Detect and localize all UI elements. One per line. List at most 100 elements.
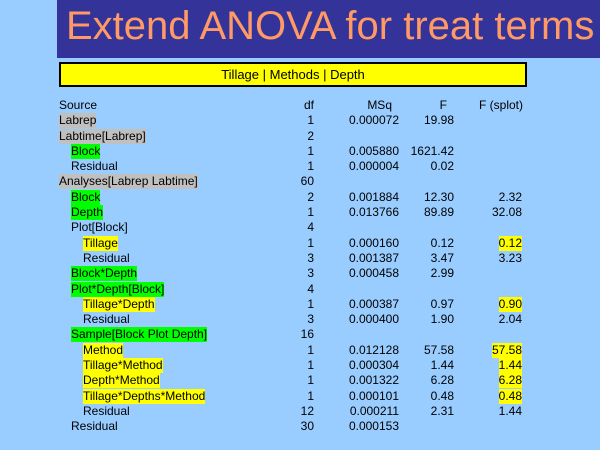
row-f: 2.31 [430, 403, 454, 418]
row-f-splot: 6.28 [498, 373, 522, 389]
header-f-splot: F (splot) [478, 98, 523, 112]
row-msq: 0.000072 [348, 113, 399, 128]
row-f: 0.12 [430, 235, 454, 250]
row-msq: 0.012128 [348, 342, 399, 357]
anova-rows: Labrep 1 0.000072 19.98 Labtime[Labrep] 2 Bloc… [59, 113, 539, 434]
row-source: Labrep [59, 113, 97, 129]
row-f: 1.44 [430, 358, 454, 373]
row-f: 1.90 [430, 312, 454, 327]
row-f: 3.47 [430, 250, 454, 265]
row-source: Tillage*Method [83, 358, 163, 374]
row-source: Residual [83, 250, 130, 265]
row-source: Block [71, 143, 101, 159]
row-source: Block*Depth [71, 266, 138, 282]
anova-row: Labtime[Labrep] 2 [59, 128, 539, 144]
row-msq: 0.000153 [348, 419, 399, 434]
header-source: Source [59, 98, 98, 112]
row-source: Tillage*Depths*Method [83, 388, 206, 404]
row-f-splot: 2.32 [498, 189, 522, 204]
anova-row: Residual 12 0.000211 2.31 1.44 [59, 404, 539, 419]
row-source: Residual [83, 312, 130, 327]
anova-row: Sample[Block Plot Depth] 16 [59, 327, 539, 343]
row-f: 2.99 [430, 266, 454, 281]
anova-row: Residual 3 0.001387 3.47 3.23 [59, 251, 539, 266]
row-df: 3 [307, 250, 314, 265]
row-source: Analyses[Labrep Labtime] [59, 174, 198, 190]
row-df: 4 [307, 220, 314, 235]
row-msq: 0.001322 [348, 373, 399, 388]
anova-row: Labrep 1 0.000072 19.98 [59, 113, 539, 129]
row-df: 1 [307, 113, 314, 128]
row-source: Residual [71, 419, 118, 434]
row-source: Plot*Depth[Block] [71, 281, 165, 297]
row-f: 0.48 [430, 388, 454, 403]
row-df: 1 [307, 159, 314, 174]
row-f: 12.30 [423, 189, 454, 204]
row-msq: 0.000304 [348, 358, 399, 373]
anova-row: Residual 3 0.000400 1.90 2.04 [59, 312, 539, 327]
row-msq: 0.001884 [348, 189, 399, 204]
anova-row: Plot[Block] 4 [59, 220, 539, 235]
header-msq: MSq [367, 98, 392, 112]
anova-row: Residual 30 0.000153 [59, 419, 539, 434]
row-source: Residual [83, 403, 130, 418]
row-df: 1 [307, 358, 314, 373]
row-f: 6.28 [430, 373, 454, 388]
anova-row: Block*Depth 3 0.000458 2.99 [59, 266, 539, 282]
row-f-splot: 3.23 [498, 250, 522, 265]
row-source: Residual [71, 159, 118, 174]
row-f: 57.58 [423, 342, 454, 357]
row-msq: 0.000387 [348, 296, 399, 311]
row-df: 1 [307, 235, 314, 250]
row-source: Depth [71, 205, 104, 221]
row-df: 60 [300, 174, 314, 189]
row-msq: 0.000211 [349, 403, 399, 418]
row-df: 1 [307, 388, 314, 403]
row-df: 1 [307, 342, 314, 357]
model-formula-box: Tillage | Methods | Depth [59, 62, 527, 87]
row-df: 3 [307, 266, 314, 281]
slide-title: Extend ANOVA for treat terms [66, 4, 595, 48]
row-df: 1 [307, 143, 314, 158]
row-source: Block [71, 189, 101, 205]
row-f-splot: 32.08 [491, 205, 522, 220]
row-msq: 0.001387 [348, 250, 399, 265]
row-f-splot: 1.44 [498, 358, 522, 374]
row-msq: 0.000160 [348, 235, 399, 250]
row-f-splot: 0.12 [498, 235, 522, 251]
row-f: 89.89 [423, 205, 454, 220]
row-df: 1 [307, 373, 314, 388]
anova-row: Tillage*Method 1 0.000304 1.44 1.44 [59, 358, 539, 374]
row-f-splot: 0.90 [498, 296, 522, 312]
row-source: Tillage [83, 235, 118, 251]
anova-row: Plot*Depth[Block] 4 [59, 281, 539, 297]
row-df: 4 [307, 281, 314, 296]
anova-row: Tillage*Depth 1 0.000387 0.97 0.90 [59, 296, 539, 312]
anova-table: Source df MSq F F (splot) Labrep 1 0.00007… [59, 98, 539, 435]
row-f-splot: 57.58 [491, 342, 522, 358]
header-df: df [303, 98, 314, 112]
row-df: 2 [307, 189, 314, 204]
row-df: 30 [300, 419, 314, 434]
anova-row: Depth 1 0.013766 89.89 32.08 [59, 205, 539, 221]
header-f: F [439, 98, 447, 112]
row-source: Sample[Block Plot Depth] [71, 327, 208, 343]
row-df: 16 [300, 327, 314, 342]
row-msq: 0.005880 [348, 143, 399, 158]
row-source: Labtime[Labrep] [59, 128, 146, 144]
row-msq: 0.000458 [348, 266, 399, 281]
row-df: 2 [307, 128, 314, 143]
row-df: 3 [307, 312, 314, 327]
anova-row: Method 1 0.012128 57.58 57.58 [59, 342, 539, 358]
row-f: 0.97 [430, 296, 454, 311]
row-source: Depth*Method [83, 373, 160, 389]
row-f: 19.98 [423, 113, 454, 128]
anova-row: Tillage 1 0.000160 0.12 0.12 [59, 235, 539, 251]
anova-header-row: Source df MSq F F (splot) [59, 98, 539, 113]
row-source: Plot[Block] [71, 220, 128, 235]
row-f-splot: 2.04 [498, 312, 522, 327]
title-bar [57, 0, 600, 58]
row-df: 12 [300, 403, 314, 418]
row-msq: 0.000004 [348, 159, 399, 174]
row-df: 1 [307, 296, 314, 311]
